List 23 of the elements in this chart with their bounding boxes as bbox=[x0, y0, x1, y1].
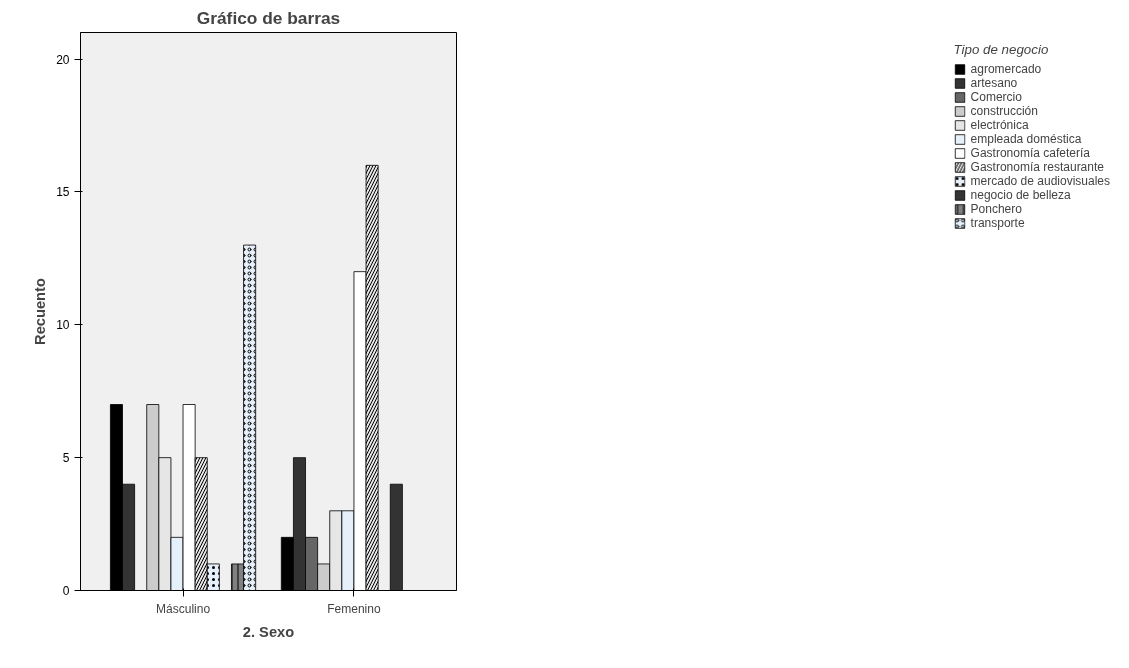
y-tick-label: 15 bbox=[56, 185, 70, 200]
legend-label: Gastronomía restaurante bbox=[970, 160, 1104, 174]
x-axis-title: 2. Sexo bbox=[242, 623, 295, 640]
legend-label: artesano bbox=[970, 76, 1018, 90]
legend-label: Comercio bbox=[970, 90, 1022, 104]
legend-label: Gastronomía cafetería bbox=[970, 146, 1090, 160]
legend-title: Tipo de negocio bbox=[953, 42, 1050, 57]
y-axis-title: Recuento bbox=[32, 278, 49, 345]
x-tick-label: Másculino bbox=[156, 601, 211, 616]
legend-label: construcción bbox=[970, 104, 1038, 118]
y-tick-label: 20 bbox=[56, 52, 70, 67]
y-tick-label: 10 bbox=[56, 318, 70, 333]
legend-label: agromercado bbox=[970, 62, 1042, 76]
legend-label: empleada doméstica bbox=[970, 132, 1082, 146]
legend-label: mercado de audiovisuales bbox=[970, 174, 1110, 188]
y-tick-label: 0 bbox=[62, 584, 70, 598]
y-tick-label: 5 bbox=[62, 451, 70, 466]
chart-title: Gráfico de barras bbox=[196, 7, 341, 28]
legend-label: Ponchero bbox=[970, 202, 1022, 216]
legend-label: negocio de belleza bbox=[970, 188, 1071, 202]
legend-label: transporte bbox=[970, 216, 1025, 230]
legend-label: electrónica bbox=[970, 118, 1029, 132]
x-tick-label: Femenino bbox=[327, 601, 381, 616]
